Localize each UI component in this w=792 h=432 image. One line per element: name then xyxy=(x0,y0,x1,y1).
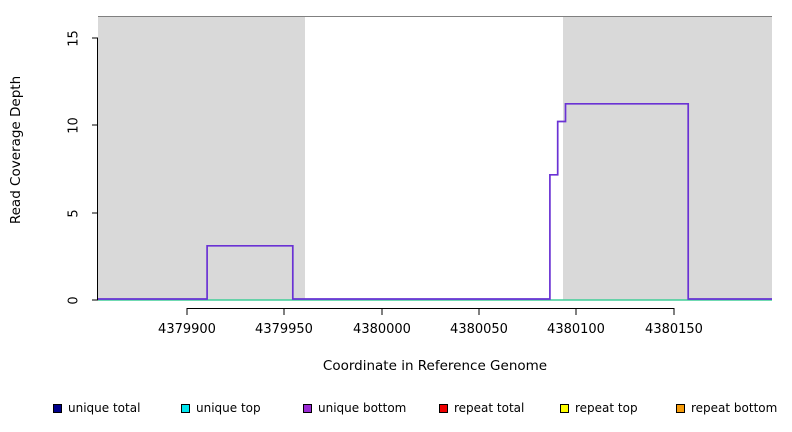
legend-label-repeat-bottom: repeat bottom xyxy=(691,401,778,415)
legend-item-repeat-top[interactable]: repeat top xyxy=(560,398,638,418)
legend-label-repeat-top: repeat top xyxy=(575,401,638,415)
shaded-region-left xyxy=(98,16,305,300)
series-line-unique-bottom xyxy=(98,102,772,300)
legend-swatch-repeat-total xyxy=(439,403,448,413)
legend-item-unique-total[interactable]: unique total xyxy=(53,398,140,418)
x-tick-label-4380050: 4380050 xyxy=(450,322,508,337)
x-tick-label-4380000: 4380000 xyxy=(353,322,411,337)
legend-swatch-repeat-top xyxy=(560,403,569,413)
legend-item-unique-top[interactable]: unique top xyxy=(181,398,261,418)
legend-swatch-repeat-bottom xyxy=(676,403,685,413)
x-tick-label-4379950: 4379950 xyxy=(255,322,313,337)
x-axis-title: Coordinate in Reference Genome xyxy=(322,358,548,374)
legend-label-unique-top: unique top xyxy=(196,401,261,415)
legend-label-unique-total: unique total xyxy=(68,401,141,415)
x-tick-label-4379900: 4379900 xyxy=(158,322,216,337)
shaded-region-right xyxy=(563,16,772,300)
legend-item-repeat-total[interactable]: repeat total xyxy=(439,398,524,418)
legend-item-repeat-bottom[interactable]: repeat bottom xyxy=(676,398,777,418)
legend-swatch-unique-bottom xyxy=(303,403,312,413)
x-tick-label-4380150: 4380150 xyxy=(645,322,703,337)
legend-swatch-unique-top xyxy=(181,403,190,413)
legend-item-unique-bottom[interactable]: unique bottom xyxy=(303,398,406,418)
legend-label-unique-bottom: unique bottom xyxy=(318,401,407,415)
legend-swatch-unique-total xyxy=(53,403,62,413)
chart-legend: unique total unique top unique bottom re… xyxy=(0,398,792,420)
x-tick-label-4380100: 4380100 xyxy=(547,322,605,337)
legend-label-repeat-total: repeat total xyxy=(454,401,525,415)
